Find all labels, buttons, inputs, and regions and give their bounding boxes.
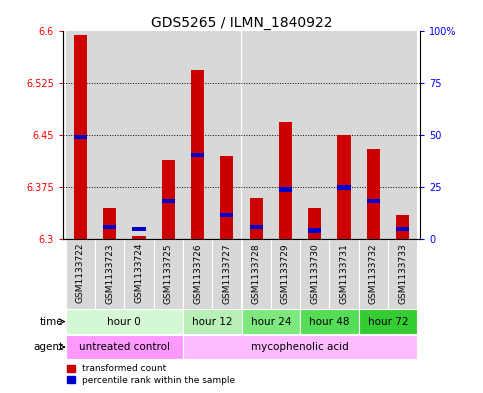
Bar — [183, 239, 212, 309]
Bar — [250, 225, 263, 229]
Text: GSM1133722: GSM1133722 — [76, 243, 85, 303]
Text: GSM1133728: GSM1133728 — [252, 243, 261, 303]
Bar — [396, 215, 409, 239]
Bar — [124, 31, 154, 239]
Text: hour 48: hour 48 — [309, 317, 350, 327]
Bar — [338, 185, 351, 189]
Bar — [191, 153, 204, 157]
Bar — [183, 309, 242, 334]
Bar — [183, 335, 417, 359]
Text: GSM1133724: GSM1133724 — [134, 243, 143, 303]
Text: GSM1133729: GSM1133729 — [281, 243, 290, 303]
Bar — [162, 199, 175, 204]
Bar — [367, 149, 380, 239]
Bar — [103, 208, 116, 239]
Bar — [66, 309, 183, 334]
Bar — [124, 239, 154, 309]
Text: GSM1133733: GSM1133733 — [398, 243, 407, 304]
Text: hour 24: hour 24 — [251, 317, 291, 327]
Text: hour 0: hour 0 — [107, 317, 141, 327]
Bar — [338, 136, 351, 239]
Bar — [220, 213, 233, 217]
Bar — [367, 199, 380, 204]
Text: GSM1133726: GSM1133726 — [193, 243, 202, 303]
Text: hour 72: hour 72 — [368, 317, 408, 327]
Bar — [242, 309, 300, 334]
Legend: transformed count, percentile rank within the sample: transformed count, percentile rank withi… — [67, 364, 235, 385]
Text: GSM1133725: GSM1133725 — [164, 243, 173, 303]
Bar — [388, 31, 417, 239]
Text: agent: agent — [33, 342, 63, 352]
Bar — [300, 239, 329, 309]
Bar — [388, 239, 417, 309]
Bar — [300, 31, 329, 239]
Bar — [396, 227, 409, 231]
Bar — [132, 227, 145, 231]
Bar — [183, 31, 212, 239]
Bar — [103, 225, 116, 229]
Bar — [154, 239, 183, 309]
Bar — [220, 156, 233, 239]
Bar — [359, 31, 388, 239]
Bar — [212, 239, 242, 309]
Bar — [74, 135, 87, 139]
Bar — [95, 31, 124, 239]
Bar — [191, 70, 204, 239]
Text: mycophenolic acid: mycophenolic acid — [251, 342, 349, 352]
Text: time: time — [40, 317, 63, 327]
Bar — [279, 121, 292, 239]
Bar — [308, 208, 321, 239]
Text: hour 12: hour 12 — [192, 317, 232, 327]
Text: GSM1133730: GSM1133730 — [310, 243, 319, 304]
Bar — [242, 31, 271, 239]
Bar — [250, 198, 263, 239]
Bar — [95, 239, 124, 309]
Bar — [66, 31, 95, 239]
Bar — [359, 309, 417, 334]
Bar — [74, 35, 87, 239]
Bar — [279, 187, 292, 192]
Bar — [329, 31, 359, 239]
Text: untreated control: untreated control — [79, 342, 170, 352]
Bar — [212, 31, 242, 239]
Bar — [300, 309, 359, 334]
Text: GSM1133723: GSM1133723 — [105, 243, 114, 303]
Bar — [132, 236, 145, 239]
Bar — [271, 239, 300, 309]
Text: GSM1133732: GSM1133732 — [369, 243, 378, 303]
Text: GSM1133731: GSM1133731 — [340, 243, 349, 304]
Bar — [242, 239, 271, 309]
Bar — [359, 239, 388, 309]
Bar — [329, 239, 359, 309]
Bar — [162, 160, 175, 239]
Bar — [66, 335, 183, 359]
Bar — [66, 239, 95, 309]
Title: GDS5265 / ILMN_1840922: GDS5265 / ILMN_1840922 — [151, 17, 332, 30]
Bar — [154, 31, 183, 239]
Text: GSM1133727: GSM1133727 — [222, 243, 231, 303]
Bar — [308, 228, 321, 233]
Bar — [271, 31, 300, 239]
